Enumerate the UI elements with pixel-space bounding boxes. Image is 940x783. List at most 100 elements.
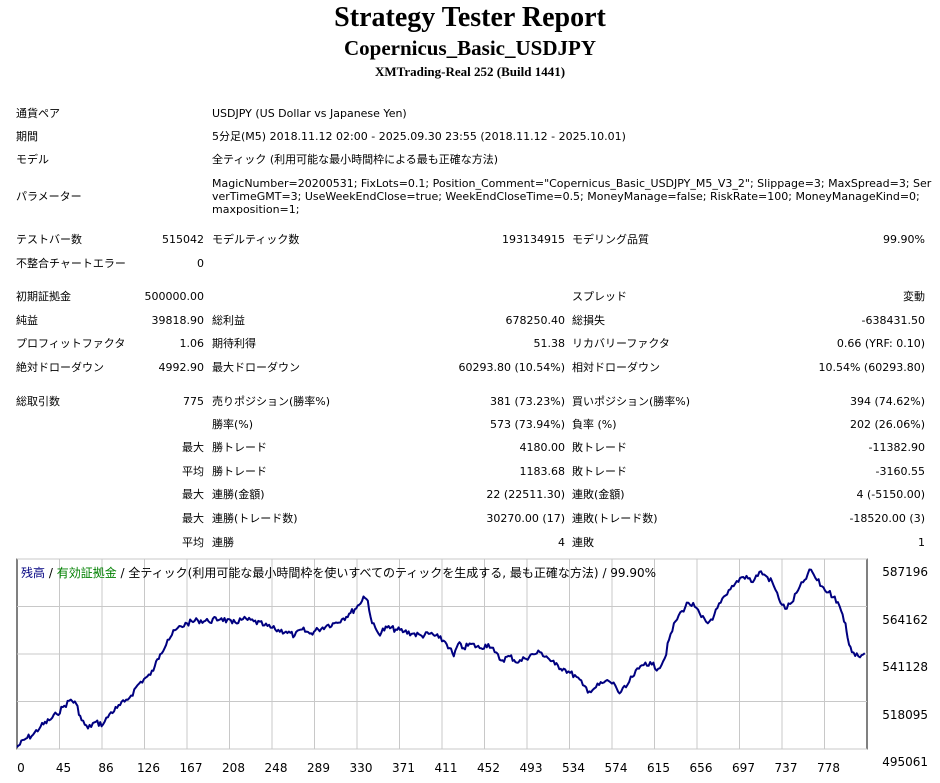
x-tick-label: 0 xyxy=(17,761,25,775)
balance-series-line xyxy=(16,568,866,748)
avg-win-label: 勝トレード xyxy=(212,465,267,478)
bars-value: 515042 xyxy=(162,233,204,246)
x-tick-label: 656 xyxy=(689,761,713,775)
max-cons-profit-label: 連勝(トレード数) xyxy=(212,512,298,525)
largest-loss-value: -11382.90 xyxy=(868,441,925,454)
x-tick-label: 534 xyxy=(562,761,585,775)
grid-vertical xyxy=(59,559,825,749)
legend-separator: / xyxy=(116,566,129,580)
pf-label: プロフィットファクタ xyxy=(16,337,126,350)
avg-loss-label: 敗トレード xyxy=(572,465,627,478)
long-value: 394 (74.62%) xyxy=(849,395,925,408)
x-tick-label: 208 xyxy=(222,761,245,775)
x-tick-label: 452 xyxy=(477,761,500,775)
pair-value: USDJPY (US Dollar vs Japanese Yen) xyxy=(212,107,407,120)
x-tick-label: 778 xyxy=(817,761,840,775)
gross-profit-value: 678250.40 xyxy=(505,314,566,327)
legend-separator: / xyxy=(45,566,57,580)
legend-separator: / xyxy=(598,566,611,580)
trades-value: 775 xyxy=(183,395,204,408)
legend-equity: 有効証拠金 xyxy=(56,566,117,580)
win-value: 573 (73.94%) xyxy=(489,418,565,431)
avg-cons-losses-value: 1 xyxy=(918,536,925,549)
max-dd-label: 最大ドローダウン xyxy=(212,361,300,374)
win-label: 勝率(%) xyxy=(212,418,254,431)
y-tick-label: 495061 xyxy=(882,755,928,769)
x-tick-label: 330 xyxy=(349,761,373,775)
params-label: パラメーター xyxy=(16,190,82,203)
legend-model: 全ティック(利用可能な最小時間枠を使いすべてのティックを生成する, 最も正確な方… xyxy=(128,566,599,580)
max-cons-loss-label: 連敗(トレード数) xyxy=(572,512,658,525)
gross-profit-label: 総利益 xyxy=(212,314,245,327)
gross-loss-value: -638431.50 xyxy=(861,314,925,327)
mismatch-value: 0 xyxy=(197,257,204,270)
balance-chart: 残高 / 有効証拠金 / 全ティック(利用可能な最小時間枠を使いすべてのティック… xyxy=(15,558,938,783)
mismatch-label: 不整合チャートエラー xyxy=(16,257,126,270)
x-tick-label: 574 xyxy=(604,761,628,775)
quality-value: 99.90% xyxy=(883,233,925,246)
loss-value: 202 (26.06%) xyxy=(849,418,925,431)
x-tick-label: 289 xyxy=(307,761,330,775)
pair-label: 通貨ペア xyxy=(16,107,60,120)
max-dd-value: 60293.80 (10.54%) xyxy=(458,361,565,374)
x-tick-label: 737 xyxy=(774,761,798,775)
x-tick-label: 411 xyxy=(434,761,458,775)
x-tick-label: 167 xyxy=(179,761,203,775)
avg-loss-value: -3160.55 xyxy=(875,465,925,478)
max-cons2-label: 最大 xyxy=(182,512,204,525)
net-value: 39818.90 xyxy=(151,314,205,327)
server-build: XMTrading-Real 252 (Build 1441) xyxy=(374,64,566,79)
max-cons-losses-value: 4 (-5150.00) xyxy=(856,488,925,501)
ticks-label: モデルティック数 xyxy=(212,233,300,246)
avg-cons-wins-label: 連勝 xyxy=(212,536,234,549)
average-label: 平均 xyxy=(182,465,204,478)
spread-label: スプレッド xyxy=(572,290,627,303)
max-cons-losses-label: 連敗(金額) xyxy=(572,488,625,501)
strategy-name: Copernicus_Basic_USDJPY xyxy=(343,36,596,60)
x-tick-label: 248 xyxy=(264,761,288,775)
x-tick-label: 126 xyxy=(137,761,160,775)
rel-dd-value: 10.54% (60293.80) xyxy=(818,361,925,374)
x-tick-label: 493 xyxy=(519,761,543,775)
max-cons-loss-value: -18520.00 (3) xyxy=(849,512,925,525)
x-tick-label: 371 xyxy=(392,761,415,775)
deposit-value: 500000.00 xyxy=(144,290,205,303)
expected-label: 期待利得 xyxy=(212,337,256,350)
balance-chart-svg xyxy=(16,558,868,750)
gross-loss-label: 総損失 xyxy=(572,314,605,327)
y-tick-label: 587196 xyxy=(882,565,928,579)
short-value: 381 (73.23%) xyxy=(489,395,565,408)
report-title: Strategy Tester Report xyxy=(334,2,606,33)
legend-quality: 99.90% xyxy=(610,566,657,580)
rel-dd-label: 相対ドローダウン xyxy=(572,361,660,374)
x-tick-label: 86 xyxy=(98,761,114,775)
spread-value: 変動 xyxy=(903,290,925,303)
max-cons-wins-label: 連勝(金額) xyxy=(212,488,265,501)
largest-label: 最大 xyxy=(182,441,204,454)
legend-balance: 残高 xyxy=(21,566,46,580)
trades-label: 総取引数 xyxy=(16,395,60,408)
model-value: 全ティック (利用可能な最小時間枠による最も正確な方法) xyxy=(212,153,499,166)
max-cons-profit-value: 30270.00 (17) xyxy=(486,512,565,525)
deposit-label: 初期証拠金 xyxy=(16,290,71,303)
period-value: 5分足(M5) 2018.11.12 02:00 - 2025.09.30 23… xyxy=(212,130,626,143)
avg-cons-label: 平均 xyxy=(182,536,204,549)
largest-win-value: 4180.00 xyxy=(519,441,566,454)
avg-win-value: 1183.68 xyxy=(519,465,566,478)
x-tick-label: 615 xyxy=(647,761,670,775)
max-cons-wins-value: 22 (22511.30) xyxy=(486,488,565,501)
net-label: 純益 xyxy=(16,314,38,327)
long-label: 買いポジション(勝率%) xyxy=(572,395,691,408)
quality-label: モデリング品質 xyxy=(572,233,649,246)
params-value: MagicNumber=20200531; FixLots=0.1; Posit… xyxy=(212,177,932,216)
x-tick-label: 697 xyxy=(732,761,755,775)
recovery-label: リカバリーファクタ xyxy=(572,337,670,350)
y-tick-label: 518095 xyxy=(882,707,928,722)
short-label: 売りポジション(勝率%) xyxy=(212,395,331,408)
avg-cons-wins-value: 4 xyxy=(558,536,565,549)
y-tick-label: 541128 xyxy=(882,660,928,674)
largest-win-label: 勝トレード xyxy=(212,441,267,454)
abs-dd-label: 絶対ドローダウン xyxy=(16,361,104,374)
y-tick-label: 564162 xyxy=(882,612,928,627)
avg-cons-losses-label: 連敗 xyxy=(572,536,594,549)
